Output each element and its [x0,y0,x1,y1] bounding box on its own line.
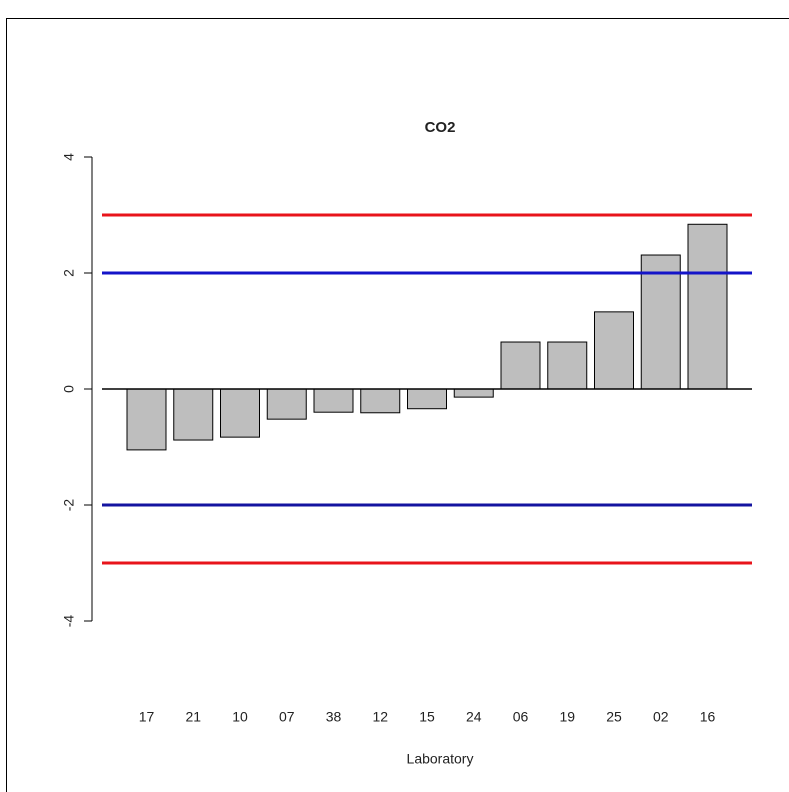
chart-title: CO2 [425,119,456,136]
y-tick-label: 2 [61,269,77,277]
x-axis-label: Laboratory [407,751,474,767]
x-tick-label: 07 [279,709,295,725]
bar [500,341,541,390]
x-tick-label: 06 [513,709,529,725]
frame [6,18,789,792]
bar [360,388,401,414]
y-tick-label: -2 [61,499,77,512]
bar [266,388,307,420]
x-tick-label: 16 [700,709,716,725]
x-tick-label: 24 [466,709,482,725]
x-tick-label: 12 [372,709,388,725]
x-tick-label: 25 [606,709,622,725]
bar [173,388,214,441]
bar [313,388,354,413]
x-tick-label: 21 [185,709,201,725]
y-tick-label: -4 [61,615,77,628]
bar [220,388,260,438]
bar [640,254,681,390]
y-tick-label: 0 [61,385,77,393]
x-tick-label: 02 [653,709,669,725]
x-tick-label: 17 [139,709,155,725]
x-tick-label: 19 [559,709,575,725]
x-tick-label: 10 [232,709,248,725]
bar [687,223,728,390]
y-tick-label: 4 [61,153,77,161]
bar [407,388,447,410]
bar [126,388,167,451]
x-tick-label: 38 [326,709,342,725]
bar [594,311,634,390]
bar [547,341,588,390]
bar [453,388,494,398]
x-tick-label: 15 [419,709,435,725]
